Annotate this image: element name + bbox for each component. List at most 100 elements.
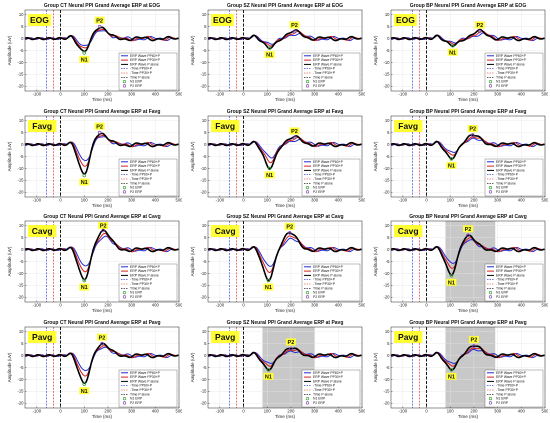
y-tick-label: 5 — [21, 341, 24, 346]
y-tick-label: 10 — [385, 223, 390, 228]
x-tick-label: 400 — [152, 197, 160, 202]
n1-badge — [264, 170, 275, 178]
x-tick-label: -100 — [33, 197, 42, 202]
x-tick-label: 0 — [242, 408, 245, 413]
y-tick-label: -10 — [17, 376, 24, 381]
y-tick-label: 10 — [19, 118, 24, 123]
panel-title: Group BP Neural PPI Grand Average ERP at… — [409, 320, 526, 326]
site-badge-label: Cavg — [215, 226, 236, 236]
x-tick-label: 300 — [494, 408, 502, 413]
y-tick-label: 10 — [385, 329, 390, 334]
p2-label: P2 — [99, 335, 106, 341]
n1-badge — [446, 278, 457, 286]
p2-label: P2 — [471, 337, 478, 343]
legend-entry: ERP Wave PP30+P — [313, 58, 344, 62]
legend-swatch — [488, 185, 493, 189]
x-axis-label: Time (ms) — [92, 203, 113, 208]
y-tick-label: -5 — [386, 259, 390, 264]
legend-entry: P2 ERP — [496, 295, 509, 299]
x-tick-label: 400 — [518, 197, 526, 202]
x-tick-label: -100 — [33, 408, 42, 413]
p2-marker — [289, 346, 293, 350]
x-tick-label: 400 — [518, 408, 526, 413]
legend-swatch — [305, 189, 310, 193]
y-tick-label: 0 — [387, 352, 390, 357]
y-tick-label: -5 — [20, 259, 24, 264]
legend-entry: -Time PP30+P — [130, 71, 153, 75]
y-tick-label: 10 — [202, 12, 207, 17]
y-tick-label: -5 — [203, 48, 207, 53]
p2-label: P2 — [465, 227, 472, 233]
y-axis-label: Amplitude (uV) — [190, 352, 195, 382]
erp-panel: Group SZ Neural PPI Grand Average ERP at… — [190, 320, 365, 419]
series-p-alone — [207, 346, 362, 371]
x-tick-label: 200 — [104, 303, 112, 308]
x-tick-label: 400 — [518, 303, 526, 308]
n1-marker — [82, 173, 86, 177]
legend-swatch — [122, 396, 127, 400]
legend-box — [301, 263, 361, 302]
erp-panel: Group SZ Neural PPI Grand Average ERP at… — [190, 214, 365, 313]
site-badge-label: EOG — [213, 15, 232, 25]
legend-entry: ERP Wave PP30+P — [496, 58, 527, 62]
y-tick-label: -15 — [383, 72, 390, 77]
legend-box — [118, 369, 178, 407]
legend-swatch — [122, 290, 127, 295]
erp-panel: Group CT Neural PPI Grand Average ERP at… — [7, 214, 182, 313]
n1-marker — [449, 367, 454, 372]
series-p-alone — [207, 29, 362, 50]
legend-entry: Time P alone — [496, 181, 516, 185]
legend-entry: -Time PP60+P — [130, 172, 153, 176]
legend-entry: ERP Wave P alone — [130, 273, 159, 277]
legend-entry: -Time PP60+P — [313, 383, 336, 387]
legend-swatch — [122, 84, 127, 88]
p2-marker — [287, 231, 292, 235]
y-tick-label: 5 — [387, 341, 390, 346]
x-tick-label: 200 — [470, 408, 478, 413]
site-badge-label: Pavg — [215, 332, 235, 342]
y-tick-label: 0 — [204, 352, 207, 357]
x-tick-label: 300 — [128, 408, 136, 413]
x-tick-label: 200 — [287, 408, 295, 413]
x-tick-label: 500 — [542, 408, 549, 413]
legend-entry: -Time PP60+P — [496, 67, 519, 71]
y-axis-label: Amplitude (uV) — [190, 141, 195, 171]
legend-swatch — [305, 295, 310, 299]
p2-marker — [466, 233, 470, 238]
p2-badge — [467, 124, 478, 132]
series-p-alone — [390, 344, 545, 371]
series-p-alone — [24, 132, 179, 175]
y-tick-label: -5 — [386, 48, 390, 53]
site-badge — [28, 119, 57, 132]
legend-entry: N1 ERP — [130, 80, 143, 84]
site-badge — [211, 330, 240, 343]
legend-box — [301, 369, 361, 407]
legend-entry: -Time PP30+P — [496, 177, 519, 181]
x-tick-label: 100 — [264, 197, 272, 202]
erp-panel: Group BP Neural PPI Grand Average ERP at… — [373, 109, 548, 208]
y-tick-label: -20 — [17, 400, 24, 405]
x-tick-label: 0 — [242, 92, 245, 97]
legend-entry: ERP Wave PP30+P — [313, 375, 344, 379]
panel-title: Group SZ Neural PPI Grand Average ERP at… — [226, 214, 343, 220]
x-axis-label: Time (ms) — [458, 203, 479, 208]
y-tick-label: 5 — [21, 235, 24, 240]
p2-marker — [292, 29, 297, 34]
n1-label: N1 — [81, 285, 88, 291]
p2-label: P2 — [291, 23, 298, 29]
legend-entry: ERP Wave P alone — [130, 379, 159, 383]
legend-entry: -Time PP60+P — [496, 278, 519, 282]
p2-badge — [97, 333, 107, 341]
site-badge-label: EOG — [30, 15, 49, 25]
site-badge-label: Cavg — [32, 226, 53, 236]
p2-badge — [94, 16, 105, 24]
x-tick-label: 300 — [311, 303, 319, 308]
legend-entry: Time P alone — [313, 392, 333, 396]
legend-entry: ERP Wave PP60+P — [313, 54, 344, 58]
legend-entry: Time P alone — [313, 286, 333, 290]
x-tick-label: 100 — [447, 197, 455, 202]
series-p-alone — [24, 342, 179, 384]
